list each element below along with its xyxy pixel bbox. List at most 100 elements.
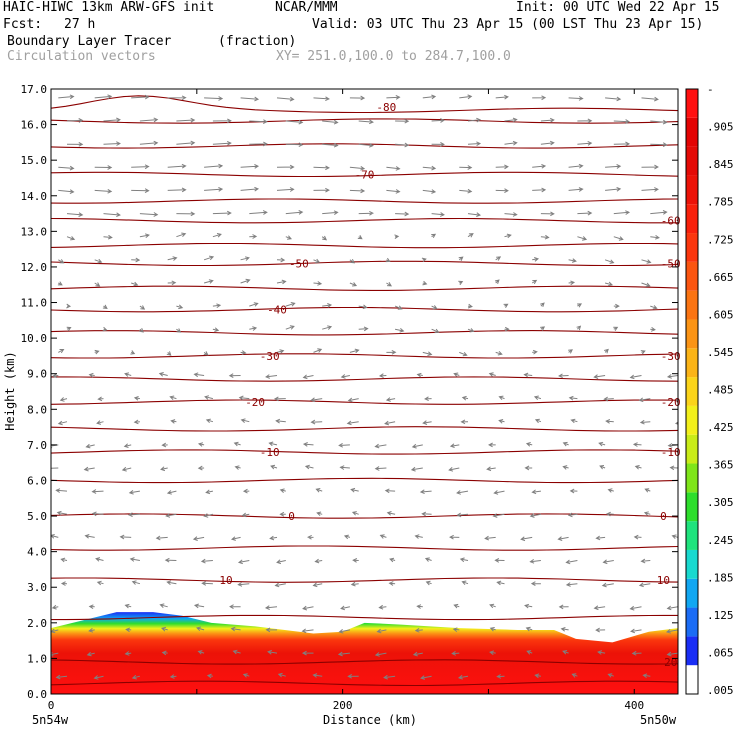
wind-vector — [131, 94, 150, 100]
wind-vector — [313, 348, 323, 353]
colorbar-label: .905 — [707, 121, 734, 134]
wind-vector — [644, 488, 651, 493]
wind-vector — [494, 558, 505, 563]
wind-vector — [59, 397, 68, 402]
wind-vector — [97, 396, 104, 402]
wind-vector — [412, 651, 423, 657]
y-tick-label: 14.0 — [21, 190, 48, 203]
wind-vector — [533, 395, 542, 401]
wind-vector — [315, 488, 323, 493]
wind-vector — [641, 259, 652, 264]
wind-vector — [571, 673, 578, 678]
wind-vector — [467, 141, 482, 147]
wind-vector — [565, 582, 578, 587]
wind-vector — [56, 510, 68, 516]
wind-vector — [301, 650, 314, 656]
colorbar-swatch — [686, 233, 698, 262]
wind-vector — [568, 395, 578, 401]
y-tick-label: 3.0 — [27, 581, 47, 594]
wind-vector — [84, 534, 95, 539]
wind-vector — [431, 233, 437, 239]
contour-label: 0 — [660, 510, 667, 523]
colorbar-swatch — [686, 319, 698, 349]
wind-vector — [498, 419, 505, 424]
colorbar-label: .545 — [707, 346, 734, 359]
wind-vector — [577, 118, 593, 124]
wind-vector — [310, 419, 323, 425]
wind-vector — [343, 534, 351, 540]
wind-vector — [532, 187, 547, 193]
contour-label: 0 — [288, 510, 295, 523]
wind-vector — [540, 234, 550, 240]
wind-vector — [203, 513, 214, 518]
wind-vector — [237, 582, 250, 587]
wind-vector — [422, 420, 432, 425]
wind-vector — [167, 187, 187, 193]
x-tick-label: 0 — [48, 699, 55, 712]
wind-vector — [349, 258, 356, 264]
wind-vector — [285, 119, 304, 125]
wind-vector — [540, 302, 545, 308]
wind-vector — [212, 140, 232, 146]
wind-vector — [234, 465, 241, 470]
contour-line — [51, 426, 678, 432]
wind-vector — [534, 673, 541, 679]
wind-vector — [467, 233, 474, 238]
wind-vector — [631, 650, 642, 656]
wind-vector — [206, 673, 213, 679]
wind-vector — [530, 581, 541, 586]
wind-vector — [160, 466, 168, 472]
wind-vector — [170, 419, 177, 424]
contour-label: -70 — [355, 168, 375, 181]
y-tick-label: 0.0 — [27, 688, 47, 701]
wind-vector — [133, 396, 140, 401]
wind-vector — [524, 603, 533, 609]
y-tick-label: 4.0 — [27, 546, 47, 559]
contour-label: 20 — [664, 656, 677, 669]
wind-vector — [562, 465, 569, 470]
wind-vector — [388, 581, 396, 586]
contour-line — [51, 449, 678, 455]
wind-vector — [242, 488, 250, 494]
fcst-label: Fcst: — [3, 17, 43, 32]
wind-vector — [66, 141, 84, 147]
wind-vector — [632, 442, 642, 447]
wind-vector — [96, 420, 104, 425]
y-tick-label: 5.0 — [27, 510, 47, 523]
x-tick-label: 200 — [333, 699, 353, 712]
colorbar-swatch — [686, 521, 698, 550]
wind-vector — [565, 559, 578, 565]
wind-vector — [467, 212, 482, 217]
model-title: HAIC-HIWC 13km ARW-GFS init — [3, 0, 215, 15]
contour-line — [51, 260, 678, 267]
wind-vector — [285, 302, 296, 307]
wind-vector — [337, 651, 350, 657]
wind-vector — [386, 189, 401, 194]
colorbar-swatch — [686, 492, 698, 522]
wind-vector — [203, 351, 209, 356]
contour-label: -60 — [661, 215, 681, 228]
wind-vector — [249, 326, 258, 331]
contour-line — [51, 399, 678, 405]
wind-vector — [176, 328, 182, 333]
wind-vector — [650, 234, 660, 240]
wind-vector — [395, 142, 410, 148]
wind-vector — [193, 372, 205, 378]
colorbar-swatch — [686, 175, 698, 205]
wind-vector — [302, 605, 314, 611]
wind-vector — [302, 374, 314, 380]
wind-vector — [66, 236, 76, 241]
wind-vector — [301, 628, 314, 634]
wind-vector — [159, 603, 168, 608]
wind-vector — [102, 326, 108, 332]
wind-vector — [604, 348, 609, 354]
wind-vector — [650, 305, 658, 310]
colorbar-label: .725 — [707, 233, 734, 246]
wind-vector — [241, 512, 250, 518]
wind-vector — [607, 488, 614, 493]
wind-vector — [378, 373, 387, 379]
wind-vector — [532, 163, 547, 169]
wind-vector — [165, 513, 177, 518]
wind-vector — [238, 395, 250, 401]
